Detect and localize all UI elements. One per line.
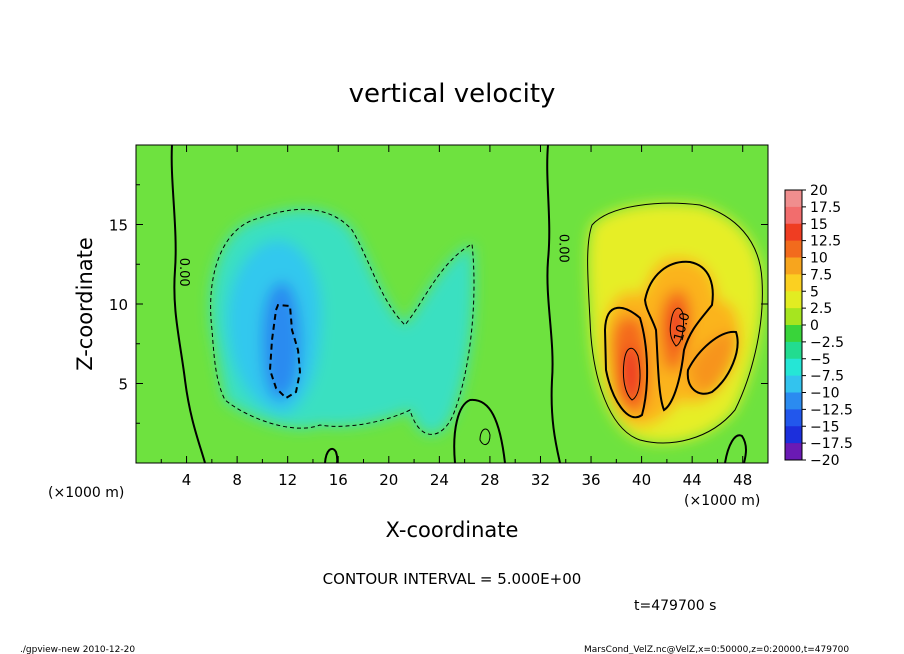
colorbar-level-label: 15 <box>810 217 828 233</box>
colorbar-band <box>785 392 802 410</box>
x-tick-label: 16 <box>329 471 348 489</box>
chart-title: vertical velocity <box>349 79 556 109</box>
colorbar-band <box>785 426 802 444</box>
positive-region-peak <box>621 347 640 402</box>
colorbar-band <box>785 375 802 393</box>
x-tick-label: 24 <box>430 471 449 489</box>
colorbar-band <box>785 206 802 225</box>
contour-bottom-blob-1 <box>453 398 506 463</box>
time-text: t=479700 s <box>634 598 716 614</box>
contour-pos10-c <box>686 330 739 395</box>
colorbar: 2017.51512.5107.552.50−2.5−5−7.5−10−12.5… <box>784 183 853 469</box>
contour-pos5 <box>587 202 763 444</box>
contour-bottom-blob-4 <box>324 447 339 463</box>
x-unit-label-left: (×1000 m) <box>48 485 124 501</box>
x-tick-label: 40 <box>632 471 651 489</box>
colorbar-band <box>785 308 802 326</box>
positive-region-peak-2 <box>669 306 685 348</box>
x-tick-label: 36 <box>581 471 600 489</box>
colorbar-level-label: 10 <box>810 251 828 267</box>
contour-label-group: 0.00 0.00 10.0 <box>176 234 693 343</box>
colorbar-level-label: 17.5 <box>810 200 841 216</box>
contour-label: 10.0 <box>671 311 693 343</box>
colorbar-band <box>785 257 802 275</box>
footer-right: MarsCond_VelZ.nc@VelZ,x=0:50000,z=0:2000… <box>584 645 849 654</box>
plot-area <box>136 145 768 463</box>
colorbar-level-label: −17.5 <box>810 436 853 452</box>
contour-zero-right <box>546 145 561 463</box>
contour-pos10-a <box>603 306 649 419</box>
x-tick-label: 48 <box>733 471 752 489</box>
colorbar-level-label: −10 <box>810 386 840 402</box>
contour-bottom-blob-2 <box>479 428 491 446</box>
x-axis-label: X-coordinate <box>386 518 519 542</box>
colorbar-band <box>785 274 802 292</box>
colorbar-level-label: 7.5 <box>810 267 832 283</box>
colorbar-band <box>785 291 802 309</box>
colorbar-level-label: 2.5 <box>810 301 832 317</box>
x-tick-label: 4 <box>182 471 192 489</box>
colorbar-level-label: −15 <box>810 419 840 435</box>
colorbar-level-label: −7.5 <box>810 369 844 385</box>
y-axis: 5 10 15 <box>109 184 768 424</box>
colorbar-band <box>785 443 802 460</box>
x-tick-label: 12 <box>278 471 297 489</box>
contour-neg5 <box>210 208 475 435</box>
colorbar-band <box>785 358 802 377</box>
contour-neg10 <box>268 303 302 400</box>
y-tick-label: 15 <box>109 217 128 235</box>
x-tick-label: 44 <box>683 471 702 489</box>
contour-pos15 <box>622 347 641 401</box>
colorbar-band <box>785 325 802 343</box>
x-axis: 4 8 12 16 20 24 28 32 36 40 44 48 <box>160 145 752 489</box>
contour-label: 0.00 <box>555 234 570 263</box>
contour-zero-left <box>170 145 206 463</box>
colorbar-level-label: −5 <box>810 352 831 368</box>
colorbar-band <box>785 223 802 242</box>
colorbar-band <box>785 409 802 427</box>
footer-left: ./gpview-new 2010-12-20 <box>20 645 135 654</box>
x-unit-label-right: (×1000 m) <box>684 493 760 509</box>
colorbar-level-label: 12.5 <box>810 234 841 250</box>
colorbar-band <box>785 341 802 360</box>
colorbar-band <box>785 240 802 258</box>
contour-interval-text: CONTOUR INTERVAL = 5.000E+00 <box>323 570 582 588</box>
colorbar-band <box>785 190 802 208</box>
x-tick-label: 32 <box>531 471 550 489</box>
colorbar-level-label: 20 <box>810 183 828 199</box>
x-tick-label: 20 <box>379 471 398 489</box>
colorbar-level-label: −12.5 <box>810 402 853 418</box>
colorbar-level-label: 5 <box>810 284 819 300</box>
y-axis-label: Z-coordinate <box>73 237 97 371</box>
contour-label: 0.00 <box>176 258 191 287</box>
x-tick-label: 28 <box>480 471 499 489</box>
y-tick-label: 10 <box>109 296 128 314</box>
y-tick-label: 5 <box>118 376 128 394</box>
contour-pos10-b <box>643 260 714 412</box>
x-tick-label: 8 <box>232 471 242 489</box>
colorbar-level-label: −20 <box>810 453 840 469</box>
contour-bottom-blob-3 <box>724 434 747 463</box>
colorbar-level-label: 0 <box>810 318 819 334</box>
contour-pos15-b <box>669 307 684 347</box>
colorbar-level-label: −2.5 <box>810 335 844 351</box>
